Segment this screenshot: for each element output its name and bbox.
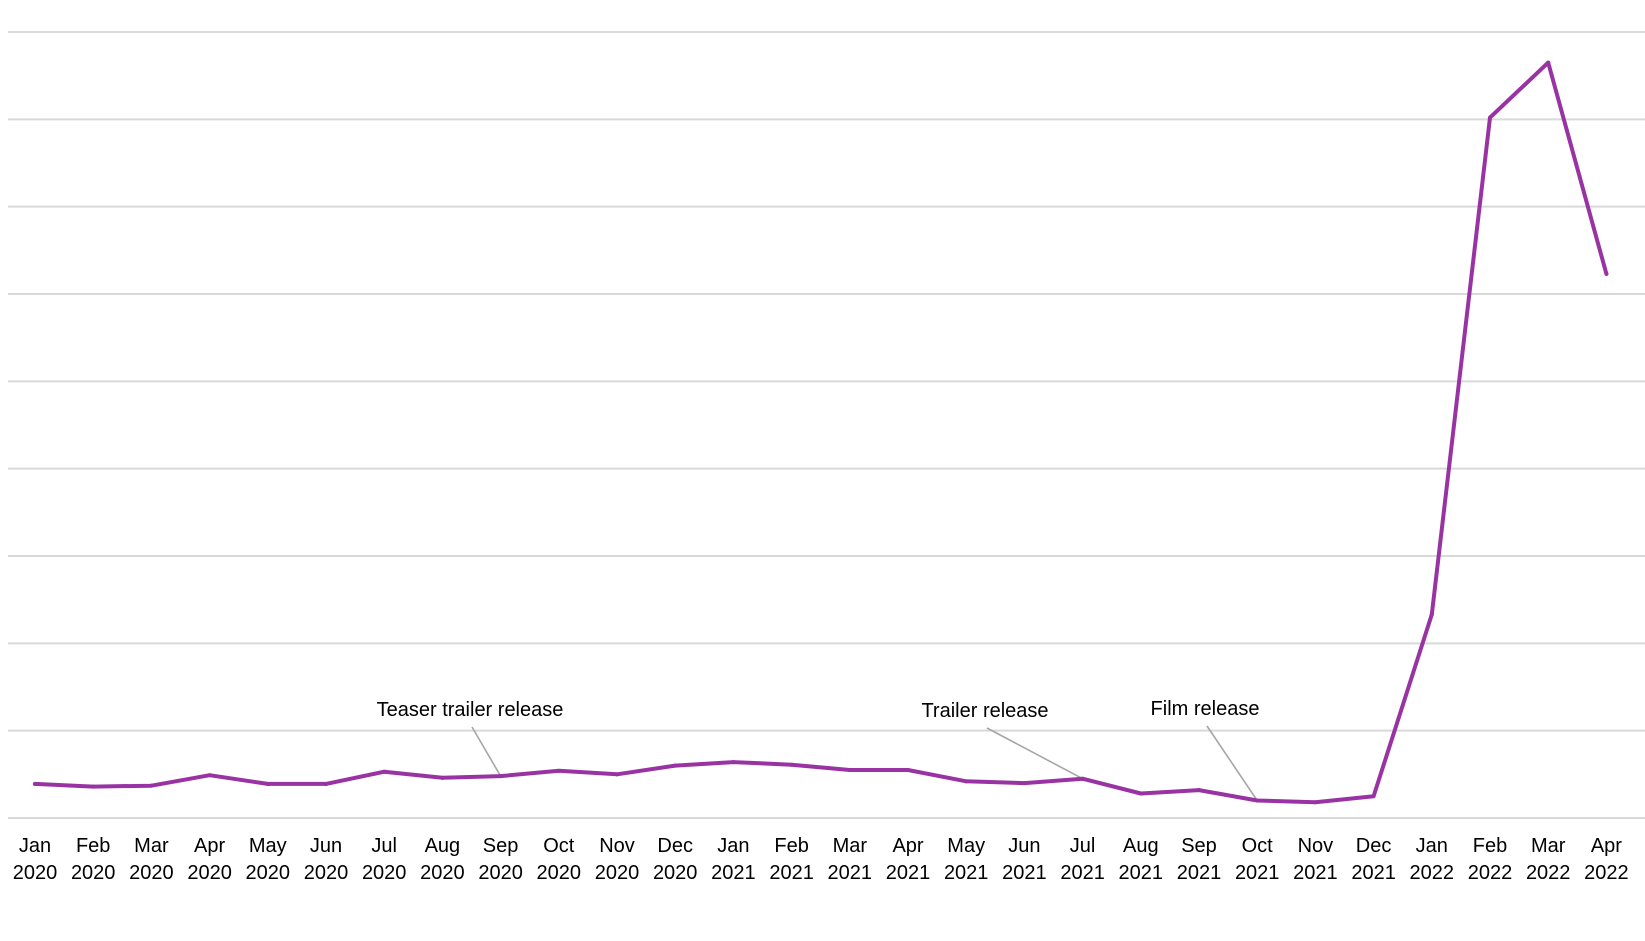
series-line <box>33 60 1609 805</box>
data-point <box>207 773 212 778</box>
x-tick-label: Apr 2021 <box>886 835 931 884</box>
data-point <box>1488 115 1492 120</box>
annotation-label: Film release <box>1151 698 1260 720</box>
data-point <box>1371 794 1376 799</box>
data-point <box>615 772 619 777</box>
x-tick-label: Nov 2020 <box>595 835 640 884</box>
annotation-leader-line <box>986 727 1083 780</box>
annotation-leader-line <box>1206 725 1258 801</box>
x-tick-label: May 2020 <box>246 835 291 884</box>
x-tick-label: Jan 2020 <box>13 835 58 884</box>
data-point <box>1080 776 1085 781</box>
x-tick-label: Aug 2020 <box>420 835 465 884</box>
x-tick-label: Feb 2021 <box>769 835 814 884</box>
data-point <box>498 774 503 779</box>
data-point <box>265 781 270 786</box>
data-point <box>382 769 387 774</box>
series-lines <box>33 60 1609 805</box>
data-point <box>1546 60 1551 65</box>
annotation-leader-line <box>471 726 502 777</box>
data-point <box>1604 271 1609 276</box>
data-point <box>673 763 678 768</box>
data-point <box>91 784 96 789</box>
x-tick-label: Nov 2021 <box>1293 835 1338 884</box>
x-axis-tick-labels: Jan 2020 Feb 2020 Mar 2020 Apr 2020 May 2020 Jun 20… <box>13 835 1629 884</box>
x-tick-label: Apr 2020 <box>187 835 232 884</box>
x-tick-label: Mar 2021 <box>828 835 873 884</box>
data-point <box>789 762 794 767</box>
data-point <box>1255 798 1260 803</box>
data-point <box>440 775 445 780</box>
x-tick-label: Jul 2020 <box>362 835 407 884</box>
x-tick-label: Jun 2020 <box>304 835 349 884</box>
data-point <box>33 781 37 786</box>
data-point <box>149 783 154 788</box>
x-tick-label: Jun 2021 <box>1002 835 1047 884</box>
x-tick-label: May 2021 <box>944 835 989 884</box>
data-point <box>1313 800 1318 805</box>
data-point <box>556 768 561 773</box>
data-point <box>847 767 852 772</box>
x-tick-label: Apr 2022 <box>1584 835 1629 884</box>
x-tick-label: Dec 2021 <box>1351 835 1396 884</box>
x-tick-label: Oct 2020 <box>537 835 582 884</box>
data-point <box>1429 612 1434 617</box>
data-point <box>1022 781 1027 786</box>
data-point <box>731 760 736 765</box>
data-point <box>906 767 910 772</box>
x-tick-label: Jul 2021 <box>1060 835 1105 884</box>
x-tick-label: Dec 2020 <box>653 835 698 884</box>
annotation-label: Trailer release <box>921 700 1048 722</box>
x-tick-label: Oct 2021 <box>1235 835 1280 884</box>
annotation-labels: Teaser trailer release Trailer release Fil… <box>377 698 1260 722</box>
x-tick-label: Mar 2020 <box>129 835 174 884</box>
x-tick-label: Jan 2022 <box>1410 835 1455 884</box>
data-point <box>1138 791 1143 796</box>
x-tick-label: Feb 2020 <box>71 835 116 884</box>
data-point <box>1197 788 1201 793</box>
x-tick-label: Mar 2022 <box>1526 835 1571 884</box>
x-tick-label: Feb 2022 <box>1468 835 1513 884</box>
x-tick-label: Sep 2021 <box>1177 835 1222 884</box>
data-point <box>964 779 969 784</box>
x-tick-label: Aug 2021 <box>1119 835 1164 884</box>
gridlines <box>8 31 1645 819</box>
annotation-label: Teaser trailer release <box>377 699 564 721</box>
x-tick-label: Jan 2021 <box>711 835 756 884</box>
x-tick-label: Sep 2020 <box>478 835 523 884</box>
annotation-leader-lines <box>471 725 1258 801</box>
data-point <box>324 781 328 786</box>
